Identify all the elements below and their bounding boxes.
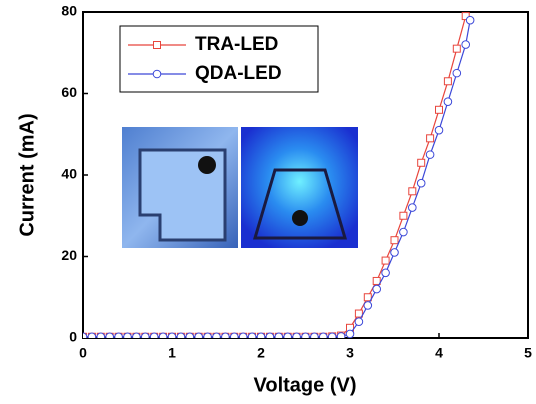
data-point [381,268,390,278]
data-point [408,187,417,196]
data-point [212,332,221,338]
plot-data [83,12,475,338]
data-point [203,332,212,338]
photo-contact [198,156,216,174]
data-point [381,256,390,265]
data-point [274,332,284,338]
photo-chip-outline [252,168,348,240]
data-point [345,329,355,338]
y-tick-label: 80 [61,3,77,19]
data-point [247,332,257,338]
data-point [443,77,452,86]
data-point [452,68,462,78]
y-tick-label: 60 [61,84,77,100]
data-point [114,332,123,338]
data-point [399,227,408,237]
x-axis-title: Voltage (V) [254,374,357,396]
data-point [149,332,159,338]
data-point [465,15,475,25]
data-point [176,332,186,338]
data-point [310,332,319,338]
data-point [83,332,88,338]
x-tick-label: 3 [346,345,354,361]
data-point [416,178,426,188]
data-point [96,332,106,338]
data-point [372,284,382,294]
data-point [417,158,426,167]
data-point [390,248,399,257]
data-point [408,203,417,212]
data-point [292,332,301,338]
photo-qda-led [241,127,358,248]
inset-photos [122,127,358,248]
data-point [327,332,337,338]
data-point [158,332,168,338]
data-point [363,293,372,302]
y-tick-label: 40 [61,166,77,182]
data-point [152,69,162,79]
x-tick-label: 2 [257,345,265,361]
legend-label: QDA-LED [195,63,282,84]
x-tick-label: 5 [524,345,532,361]
data-point [256,332,266,338]
data-point [354,317,364,327]
data-point [372,276,381,285]
photo-contact [292,210,308,226]
y-tick-label: 20 [61,247,77,263]
data-point [123,332,132,338]
data-point [105,332,114,338]
x-tick-label: 1 [168,345,176,361]
legend-label: TRA-LED [195,34,278,55]
data-point [141,332,150,338]
data-point [363,301,373,310]
data-point [132,332,141,338]
data-point [230,332,239,338]
data-point [153,41,161,49]
x-tick-label: 4 [435,345,443,361]
y-axis-title: Current (mA) [16,113,38,236]
x-tick-label: 0 [79,345,87,361]
data-point [426,134,435,143]
data-point [354,309,363,318]
data-point [167,332,177,338]
data-point [185,332,195,338]
data-point [265,332,275,338]
data-point [461,40,471,49]
legend-box [119,25,319,93]
data-point [435,105,443,114]
y-tick-label: 0 [69,329,77,345]
data-point [87,332,97,338]
data-point [221,332,230,338]
data-point [194,332,203,338]
data-point [452,44,461,53]
data-point [336,332,346,338]
data-point [390,236,399,245]
data-point [434,125,444,135]
data-point [443,97,453,106]
data-point [319,332,328,338]
data-point [283,332,292,338]
data-point [425,150,435,159]
data-point [238,332,248,338]
data-point [301,332,310,338]
data-point [399,211,408,220]
